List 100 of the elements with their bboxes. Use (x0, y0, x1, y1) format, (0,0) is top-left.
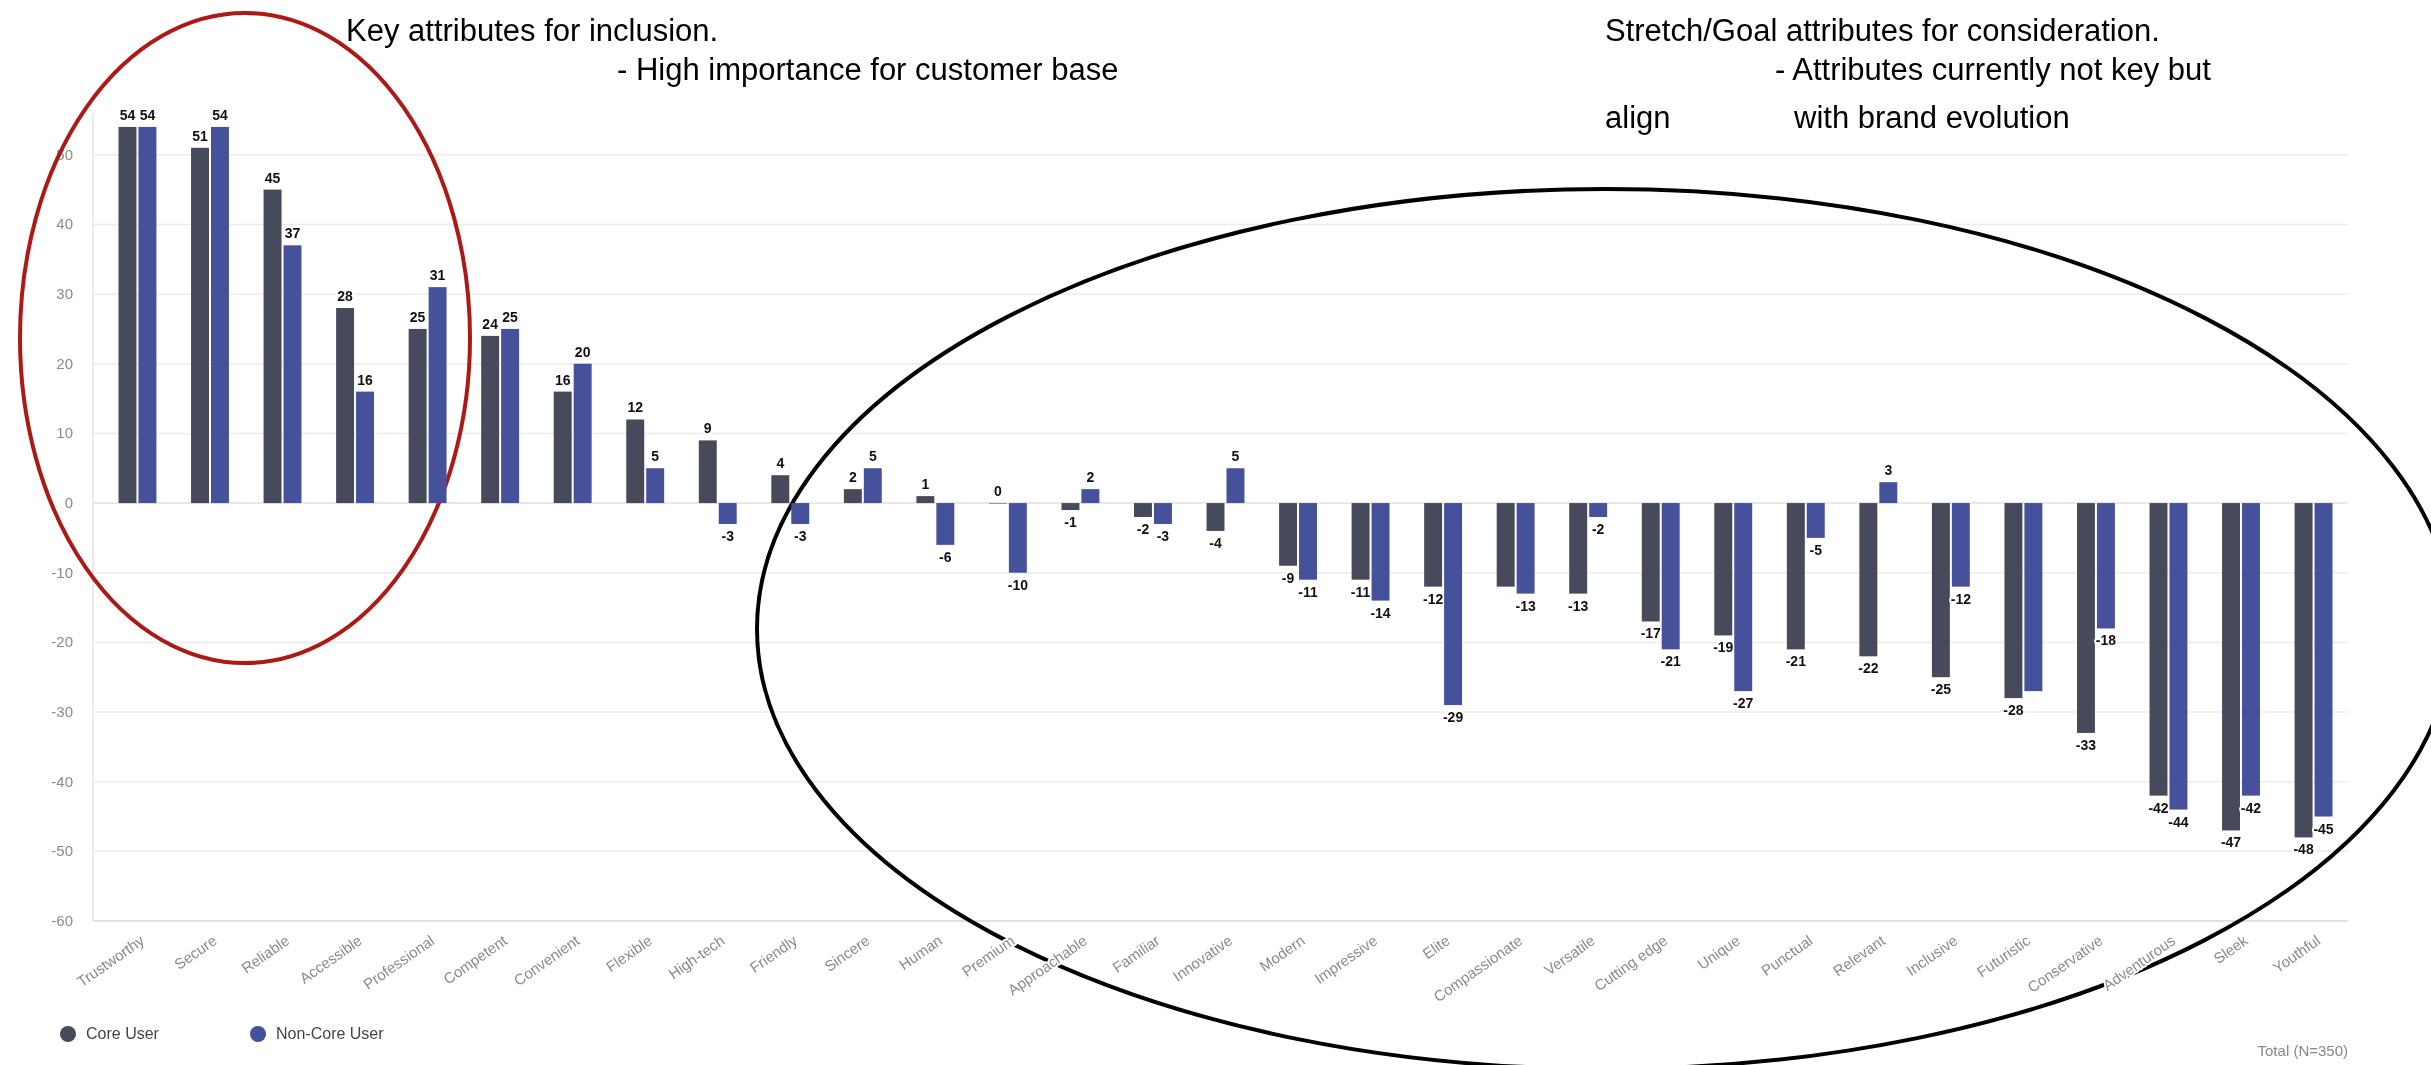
bar (626, 419, 645, 504)
bar (356, 391, 375, 504)
data-label: 20 (574, 343, 591, 360)
data-label: 12 (627, 399, 644, 416)
bar (916, 496, 935, 504)
y-tick-label: -20 (51, 633, 73, 651)
annotation: align (1605, 100, 1671, 135)
y-tick-label: 10 (56, 424, 73, 442)
text: - High importance for customer base (617, 52, 1119, 87)
data-label: -42 (2148, 799, 2169, 816)
data-label: -44 (2168, 813, 2189, 830)
data-label: -3 (721, 527, 735, 544)
bar (1299, 503, 1317, 580)
data-label: 31 (429, 267, 446, 284)
bar (2169, 503, 2188, 810)
bar (936, 503, 955, 545)
data-label: -45 (2313, 820, 2334, 837)
y-tick-label: -30 (51, 703, 73, 721)
bar (481, 335, 500, 504)
bar (283, 245, 302, 504)
data-label: 54 (139, 106, 156, 123)
bar (1661, 503, 1680, 650)
bar (1061, 503, 1080, 511)
data-label: -25 (1930, 681, 1952, 698)
bar (501, 328, 520, 504)
bar (573, 363, 592, 504)
data-label: 1 (921, 476, 930, 493)
bar (263, 189, 282, 504)
data-label: 16 (554, 371, 571, 388)
y-tick-label: -10 (51, 563, 73, 581)
data-label: -2 (1591, 521, 1605, 537)
bar (1153, 503, 1172, 524)
data-label: -9 (1281, 569, 1295, 586)
bar (1879, 482, 1898, 504)
bar (2222, 503, 2241, 831)
text: Stretch/Goal attributes for consideration. (1605, 13, 2160, 48)
data-label: -4 (1209, 534, 1222, 551)
bar (408, 328, 427, 504)
bar (1496, 503, 1515, 587)
legend-label: Non-Core User (276, 1025, 385, 1042)
y-tick-label: 30 (56, 285, 73, 303)
data-label: 2 (1086, 469, 1095, 486)
bar (1734, 503, 1753, 692)
bar (1424, 503, 1443, 587)
bar (1859, 503, 1878, 657)
bar (1279, 503, 1298, 566)
data-label: 54 (212, 106, 228, 123)
data-label: 24 (482, 315, 499, 332)
bar (2242, 503, 2260, 796)
bar (2149, 503, 2168, 796)
bar (1444, 503, 1463, 706)
bar (1081, 489, 1100, 504)
bar (138, 126, 157, 504)
bar (1786, 503, 1805, 650)
data-label: 25 (502, 308, 519, 325)
data-label: 0 (994, 483, 1003, 500)
data-label: -1 (1064, 514, 1077, 531)
bar (863, 468, 882, 504)
bar (2004, 503, 2023, 699)
data-label: 5 (1231, 448, 1240, 465)
data-label: -13 (1568, 597, 1589, 614)
data-label: -3 (1156, 527, 1170, 544)
text: - Attributes currently not key but (1775, 52, 2212, 87)
data-label: 28 (337, 288, 354, 305)
bar (1226, 468, 1245, 504)
data-label: -17 (1640, 625, 1662, 642)
data-label: -6 (939, 548, 952, 565)
bar (718, 503, 737, 524)
data-label: -3 (794, 527, 807, 544)
data-label: -13 (1515, 597, 1536, 614)
bar (1806, 503, 1825, 538)
text: Total (N=350) (2257, 1042, 2348, 1059)
data-label: -11 (1298, 583, 1318, 600)
data-label: 9 (703, 420, 712, 437)
data-label: 25 (409, 308, 426, 325)
data-label: 5 (868, 448, 877, 465)
bar (1931, 503, 1950, 678)
bar (1371, 503, 1390, 601)
data-label: -22 (1858, 660, 1879, 677)
bar (2076, 503, 2095, 733)
data-label: -21 (1660, 653, 1682, 670)
bar (1714, 503, 1733, 636)
bar (1134, 503, 1152, 517)
y-tick-label: -40 (51, 772, 73, 790)
bar (553, 391, 572, 504)
data-label: -19 (1713, 639, 1734, 656)
bar (843, 489, 862, 504)
data-label: 16 (357, 371, 374, 388)
bar (191, 147, 209, 504)
bar (698, 440, 717, 504)
data-label: -47 (2220, 834, 2242, 851)
bar (1516, 503, 1535, 594)
text: Key attributes for inclusion. (346, 13, 719, 48)
data-label: -18 (2095, 632, 2117, 649)
data-label: 37 (284, 225, 301, 242)
data-label: -33 (2075, 736, 2097, 753)
data-label: 5 (651, 448, 660, 465)
bar (210, 126, 229, 504)
bar (1206, 503, 1225, 531)
y-tick-label: 0 (64, 494, 73, 512)
